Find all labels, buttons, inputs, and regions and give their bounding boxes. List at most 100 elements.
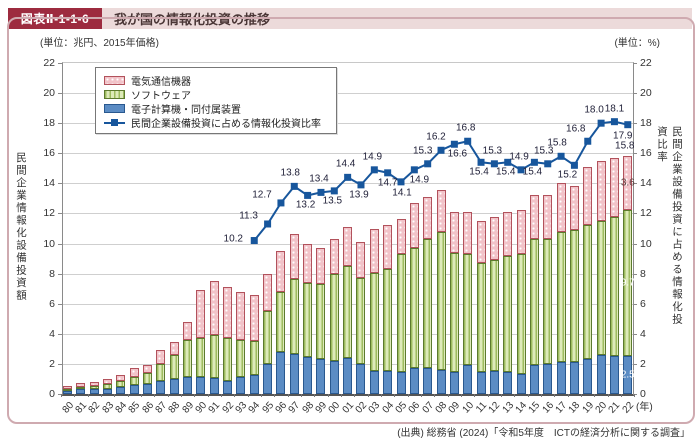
x-tick — [407, 394, 409, 397]
bar-segment-computers — [516, 373, 526, 394]
bar-segment-computers — [476, 372, 486, 394]
bar-segment-telecom — [583, 166, 593, 226]
computers-swatch-icon — [104, 103, 125, 113]
bar-segment-telecom — [156, 350, 166, 364]
bar-segment-computers — [369, 371, 379, 394]
ratio-marker-icon — [250, 237, 258, 245]
y-tick-left — [58, 123, 62, 125]
ratio-value-label: 16.8 — [455, 122, 476, 134]
unit-label-left: (単位：兆円、2015年価格) — [40, 38, 159, 49]
bar-segment-telecom — [463, 211, 473, 255]
y-tick-left — [58, 153, 62, 155]
y-axis-label-left: 8 — [49, 267, 55, 280]
ratio-value-label: 15.3 — [534, 145, 554, 157]
y-axis-label-left: 18 — [43, 117, 55, 130]
y-tick-left — [58, 63, 62, 64]
ratio-marker-icon — [464, 137, 472, 145]
bar-segment-computers — [76, 389, 86, 394]
ratio-marker-icon — [624, 121, 632, 129]
bar-segment-software — [516, 254, 526, 374]
bar-segment-software — [156, 363, 166, 382]
y-tick-right — [633, 63, 637, 64]
bar-segment-telecom — [516, 210, 526, 255]
y-tick-right — [633, 363, 637, 365]
bar-segment-software — [343, 266, 353, 358]
bar-segment-computers — [263, 363, 273, 394]
bar-segment-telecom — [129, 367, 139, 377]
bar-segment-software — [103, 384, 113, 389]
x-tick — [367, 394, 369, 397]
ratio-value-label: 10.2 — [223, 233, 243, 245]
bar-segment-telecom — [609, 157, 619, 218]
x-tick — [127, 394, 129, 397]
bar-segment-computers — [129, 384, 139, 394]
bar-segment-computers — [116, 387, 126, 394]
bar-segment-computers — [609, 356, 619, 394]
ratio-marker-icon — [504, 158, 512, 166]
y-axis-label-right: 8 — [640, 267, 646, 280]
bar-segment-software — [196, 337, 206, 378]
x-tick — [194, 394, 196, 397]
bar-segment-software — [223, 337, 233, 382]
x-tick — [327, 394, 329, 397]
legend: 電気通信機器 ソフトウェア 電子計算機・同付属装置 民間企業設備投資に占める情報… — [95, 67, 337, 134]
x-tick — [114, 394, 116, 397]
bar-segment-telecom — [383, 225, 393, 270]
y-axis-label-right: 0 — [640, 388, 646, 400]
ratio-value-label: 13.9 — [349, 189, 369, 201]
x-tick — [287, 394, 289, 397]
bar-segment-software — [263, 311, 273, 364]
y-tick-left — [58, 273, 62, 275]
x-tick — [487, 394, 489, 397]
y-tick-left — [58, 303, 62, 305]
ratio-value-label: 13.8 — [280, 167, 300, 179]
x-tick — [394, 394, 396, 397]
x-tick — [167, 394, 169, 397]
y-tick-right — [633, 123, 637, 125]
bar-segment-software — [423, 239, 433, 369]
gridline — [63, 153, 633, 155]
x-tick — [314, 394, 316, 397]
ratio-value-label: 13.4 — [309, 173, 329, 185]
bar-segment-software — [183, 339, 193, 378]
bar-segment-telecom — [369, 228, 379, 273]
ratio-marker-icon — [317, 188, 325, 196]
ratio-marker-icon — [544, 160, 552, 168]
bar-segment-telecom — [183, 321, 193, 340]
bar-segment-telecom — [249, 294, 259, 342]
y-axis-label-right: 22 — [640, 57, 652, 69]
bar-segment-telecom — [236, 292, 246, 340]
bar-segment-software — [249, 341, 259, 376]
software-swatch-icon — [104, 89, 125, 99]
x-tick — [74, 394, 76, 397]
bar-segment-software — [529, 239, 539, 366]
bar-segment-computers — [503, 372, 513, 394]
ratio-marker-icon — [277, 199, 285, 207]
bar-segment-computers — [103, 388, 113, 394]
ratio-value-label: 14.9 — [362, 151, 383, 163]
ratio-value-label: 13.2 — [295, 199, 316, 211]
bar-segment-computers — [583, 359, 593, 394]
y-tick-right — [633, 273, 637, 275]
bar-segment-telecom — [103, 378, 113, 385]
y-axis-label-left: 20 — [43, 87, 55, 100]
bar-segment-telecom — [343, 226, 353, 267]
ratio-marker-icon — [490, 160, 498, 168]
ratio-marker-icon — [530, 158, 538, 166]
bar-segment-telecom — [289, 233, 299, 279]
x-tick — [581, 394, 583, 397]
y-axis-label-right: 10 — [640, 237, 652, 250]
ratio-marker-icon — [357, 181, 365, 189]
ratio-value-label: 15.4 — [522, 166, 543, 178]
bar-segment-telecom — [356, 242, 366, 279]
bar-segment-software — [209, 334, 219, 379]
y-axis-label-right: 4 — [640, 327, 646, 340]
legend-item-ratio-line: 民間企業設備投資に占める情報化投資比率 — [104, 115, 328, 130]
ratio-value-label: 16.2 — [426, 131, 446, 143]
y-tick-right — [633, 303, 637, 305]
bar-segment-computers — [196, 377, 206, 394]
bar-segment-software — [76, 387, 86, 390]
source-citation: (出典) 総務省 (2024)「令和5年度 ICTの経済分析に関する調査」 — [397, 428, 690, 439]
x-tick — [501, 394, 503, 397]
